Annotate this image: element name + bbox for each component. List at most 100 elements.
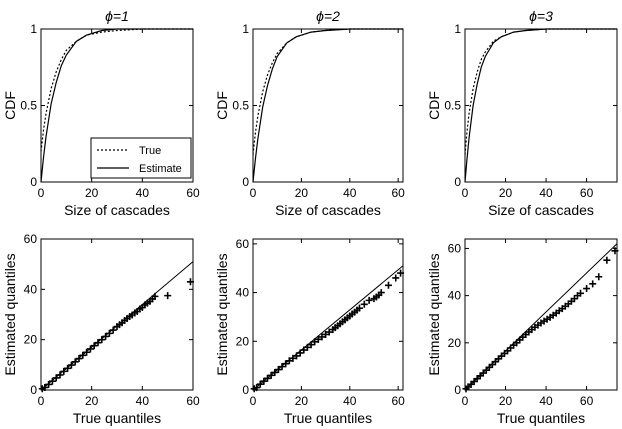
- chart-title: ϕ=2: [316, 8, 340, 24]
- x-tick-label: 20: [499, 394, 513, 408]
- plus-marker: [589, 280, 597, 288]
- plus-marker: [296, 349, 304, 357]
- plus-marker: [289, 354, 297, 362]
- series-line-true: [464, 28, 617, 155]
- y-axis-label: Estimated quantiles: [2, 253, 18, 375]
- plus-marker: [256, 380, 264, 388]
- plus-marker: [52, 374, 60, 382]
- x-tick-label: 0: [462, 186, 469, 200]
- plus-marker: [264, 374, 272, 382]
- plus-marker: [595, 273, 603, 281]
- x-tick-label: 60: [580, 394, 594, 408]
- plus-marker: [151, 292, 159, 300]
- y-tick-label: 0: [30, 383, 37, 397]
- legend-label: True: [139, 145, 161, 157]
- plus-marker: [83, 348, 91, 356]
- plus-marker: [271, 368, 279, 376]
- plus-marker: [583, 285, 591, 293]
- y-axis-label: Estimated quantiles: [426, 253, 442, 375]
- x-tick-label: 0: [38, 394, 45, 408]
- plus-marker: [75, 355, 83, 363]
- y-tick-label: 0.5: [20, 99, 37, 113]
- plus-marker: [384, 281, 392, 289]
- x-tick-label: 40: [343, 394, 357, 408]
- reference-line: [464, 243, 618, 391]
- plot-frame: [252, 28, 404, 183]
- plus-marker: [64, 364, 72, 372]
- plus-marker: [45, 380, 53, 388]
- chart-panel-5: 0 20 40 60 0 20 40 60 True quantiles Estimated qu…: [214, 237, 405, 426]
- y-tick-label: 0: [30, 175, 37, 189]
- x-tick-label: 20: [499, 186, 513, 200]
- x-tick-label: 60: [391, 186, 405, 200]
- chart-panel-4: 0 20 40 60 0 20 40 60 True quantiles Estimated qu…: [2, 232, 200, 426]
- x-tick-label: 40: [343, 186, 357, 200]
- plus-marker: [278, 363, 286, 371]
- plus-marker: [102, 332, 110, 340]
- plus-marker: [377, 289, 385, 297]
- x-axis-label: Size of cascades: [275, 202, 381, 218]
- plus-marker: [94, 339, 102, 347]
- legend-box: [90, 137, 192, 179]
- y-axis-label: Estimated quantiles: [214, 253, 230, 375]
- x-tick-label: 20: [295, 394, 309, 408]
- y-tick-label: 1: [30, 22, 37, 36]
- y-tick-label: 0: [242, 383, 249, 397]
- x-tick-label: 60: [186, 394, 200, 408]
- series-line-estimate: [40, 28, 193, 183]
- y-tick-label: 1: [242, 22, 249, 36]
- chart-panel-3: 0 20 40 60 0 0.5 1 ϕ=3 Size of cascades CDF: [426, 8, 618, 218]
- series-line-estimate: [252, 28, 403, 183]
- y-axis-label: CDF: [426, 91, 442, 120]
- chart-panel-6: 0 20 40 60 0 20 40 60 True quantiles Estimated qu…: [426, 238, 619, 426]
- series-line-estimate: [464, 28, 617, 183]
- plus-marker: [41, 383, 49, 391]
- y-tick-label: 60: [24, 232, 38, 246]
- x-tick-label: 40: [136, 186, 150, 200]
- y-tick-label: 0: [242, 175, 249, 189]
- x-tick-label: 20: [295, 186, 309, 200]
- plot-frame: [252, 238, 404, 391]
- y-tick-label: 20: [448, 336, 462, 350]
- y-tick-label: 40: [236, 286, 250, 300]
- y-tick-label: 40: [24, 282, 38, 296]
- plus-marker: [285, 357, 293, 365]
- x-tick-label: 60: [580, 186, 594, 200]
- y-axis-label: CDF: [214, 91, 230, 120]
- plus-marker: [90, 342, 98, 350]
- plus-marker: [603, 256, 611, 264]
- plus-marker: [311, 338, 319, 346]
- plus-marker: [293, 352, 301, 360]
- x-axis-label: Size of cascades: [64, 202, 170, 218]
- y-tick-label: 0: [454, 175, 461, 189]
- plus-marker: [253, 384, 261, 392]
- x-tick-label: 0: [250, 394, 257, 408]
- plus-marker: [318, 333, 326, 341]
- y-tick-label: 40: [448, 289, 462, 303]
- series-line-true: [40, 28, 193, 152]
- plus-marker: [186, 278, 194, 286]
- chart-panel-2: 0 20 40 60 0 0.5 1 ϕ=2 Size of cascades CDF: [214, 8, 405, 218]
- plus-marker: [98, 336, 106, 344]
- plus-marker: [322, 330, 330, 338]
- plus-marker: [314, 335, 322, 343]
- x-tick-label: 40: [136, 394, 150, 408]
- x-axis-label: Size of cascades: [488, 202, 594, 218]
- y-tick-label: 0.5: [232, 99, 249, 113]
- plot-frame: [40, 238, 194, 391]
- plus-marker: [267, 371, 275, 379]
- plus-marker: [392, 274, 400, 282]
- plus-marker: [577, 289, 585, 297]
- y-tick-label: 0: [454, 383, 461, 397]
- plus-marker: [303, 343, 311, 351]
- x-tick-label: 20: [85, 186, 99, 200]
- plus-marker: [60, 367, 68, 375]
- plus-marker: [86, 345, 94, 353]
- y-tick-label: 20: [236, 334, 250, 348]
- x-tick-label: 0: [250, 186, 257, 200]
- x-axis-label: True quantiles: [497, 410, 585, 426]
- x-tick-label: 60: [186, 186, 200, 200]
- x-tick-label: 20: [85, 394, 99, 408]
- plus-marker: [282, 360, 290, 368]
- plus-marker: [109, 326, 117, 334]
